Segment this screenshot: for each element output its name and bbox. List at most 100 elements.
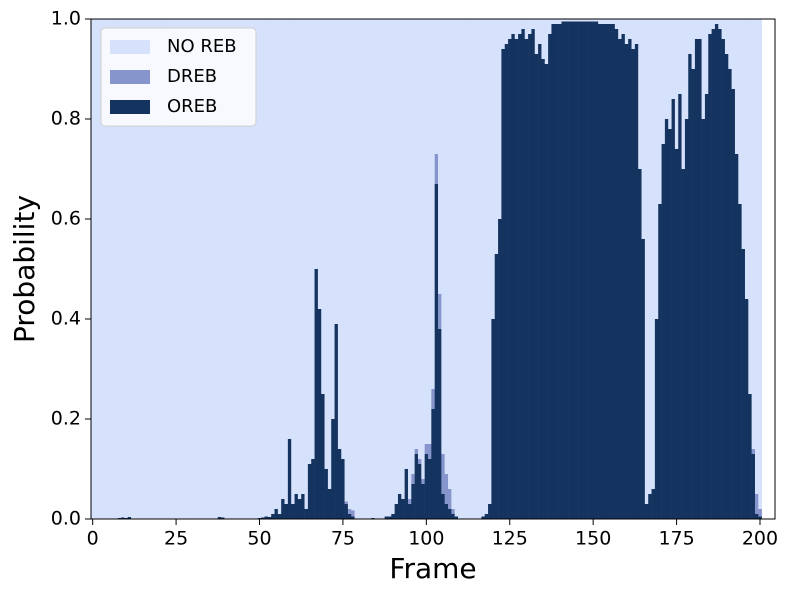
bar-segment [344,504,349,519]
bar-segment [114,19,118,519]
bar-segment [287,439,292,519]
bar-segment [538,19,542,44]
bar-segment [561,21,566,519]
bar-segment [354,19,359,519]
bar-segment [247,19,252,519]
bar-segment [391,19,395,514]
legend-label: NO REB [167,36,237,57]
bar-segment [714,24,719,519]
bar-segment [434,19,439,154]
bar-segment [438,19,442,294]
bar-segment [548,19,552,34]
bar-segment [661,144,666,519]
bar-segment [281,19,285,499]
bar-segment [214,19,219,519]
bar-segment [104,19,108,519]
bar-segment [344,19,349,502]
bar-segment [624,44,629,519]
bar-segment [751,449,756,454]
bar-segment [324,19,329,469]
bar-segment [701,119,706,519]
bar-segment [397,494,402,519]
bar-segment [604,24,609,519]
bar-segment [271,514,275,519]
bar-segment [491,19,496,319]
bar-segment [141,19,145,519]
bar-segment [731,19,736,89]
x-axis-label: Frame [389,552,476,585]
x-tick-label: 50 [247,528,271,550]
bar-segment [364,19,369,519]
bar-segment [441,454,445,494]
bar-segment [294,19,299,494]
bar-segment [164,19,169,519]
bar-segment [304,19,309,509]
bar-segment [417,19,422,459]
bar-segment [534,19,539,54]
bar-segment [494,254,499,519]
bar-segment [751,454,756,519]
bar-segment [257,19,262,518]
bar-segment [668,129,672,519]
bar-segment [568,19,572,22]
bar-segment [638,19,642,169]
bar-segment [594,21,599,519]
bar-segment [314,19,319,269]
bar-segment [314,269,319,519]
bar-segment [601,24,606,519]
bar-segment [311,19,315,459]
bar-segment [284,504,289,519]
bar-segment [464,19,469,519]
bar-segment [351,516,355,519]
bar-segment [217,19,222,517]
bar-segment [471,19,476,519]
y-tick-label: 0.0 [51,508,81,530]
bar-segment [361,19,365,519]
bar-segment [681,19,686,169]
bar-segment [174,19,179,519]
bar-segment [721,19,726,39]
bar-segment [528,19,532,34]
bar-segment [327,489,332,519]
bar-segment [611,24,616,519]
y-tick-label: 1.0 [51,8,81,30]
bar-segment [134,19,139,519]
bar-segment [448,489,452,509]
bar-segment [211,19,215,519]
bar-segment [504,44,509,519]
bar-segment [554,24,559,519]
bar-segment [584,19,589,22]
bar-segment [124,19,129,518]
x-tick-label: 25 [164,528,188,550]
bar-segment [357,19,362,519]
bar-segment [414,454,419,519]
bar-segment [297,499,302,519]
bar-segment [484,19,489,514]
bar-segment [641,239,646,519]
bar-segment [97,19,102,519]
bar-segment [651,489,656,519]
bar-segment [644,504,649,519]
x-tick-label: 200 [742,528,778,550]
bar-segment [738,19,742,204]
bar-segment [544,19,549,64]
bar-segment [291,504,295,519]
bar-segment [237,19,242,519]
bar-segment [674,149,679,519]
bar-segment [658,19,662,204]
bar-segment [738,204,742,519]
bar-segment [448,509,452,519]
bar-segment [311,459,315,519]
bar-segment [384,516,389,519]
bar-segment [277,514,282,519]
bar-segment [94,19,98,519]
bar-segment [614,29,619,519]
bar-segment [678,94,682,519]
x-tick-label: 175 [658,528,694,550]
y-tick-label: 0.8 [51,108,81,130]
bar-segment [448,19,452,489]
bar-segment [231,19,235,519]
bar-segment [107,19,112,519]
bar-segment [608,19,612,24]
bar-segment [591,21,596,519]
